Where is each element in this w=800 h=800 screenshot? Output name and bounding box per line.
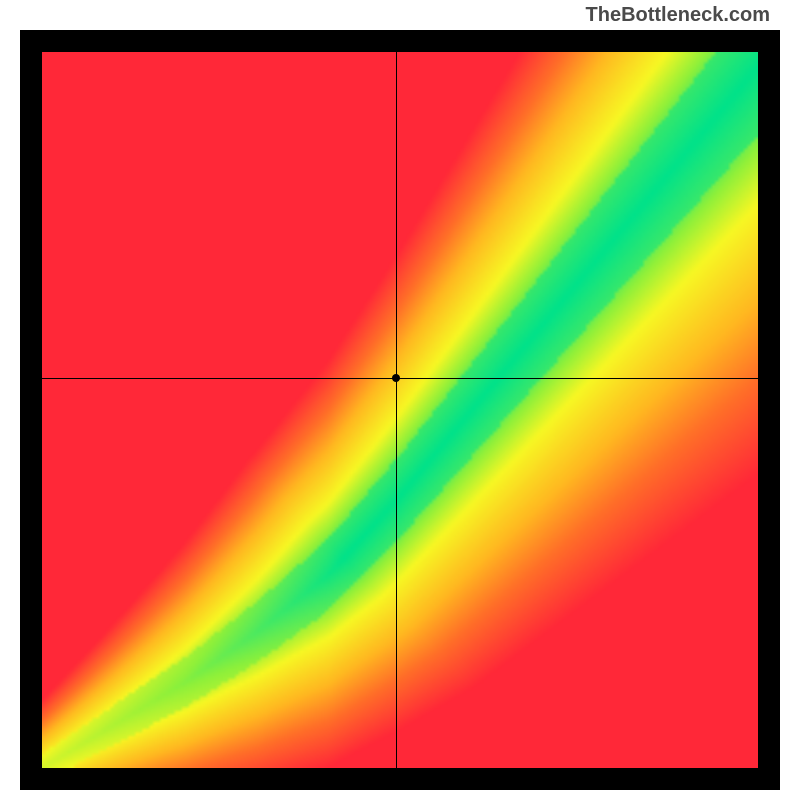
marker-dot (392, 374, 400, 382)
chart-frame (20, 30, 780, 790)
attribution-label: TheBottleneck.com (586, 4, 770, 27)
heatmap-canvas (42, 52, 758, 768)
plot-area (42, 52, 758, 768)
chart-container: TheBottleneck.com (0, 0, 800, 800)
crosshair-vertical (396, 52, 397, 768)
